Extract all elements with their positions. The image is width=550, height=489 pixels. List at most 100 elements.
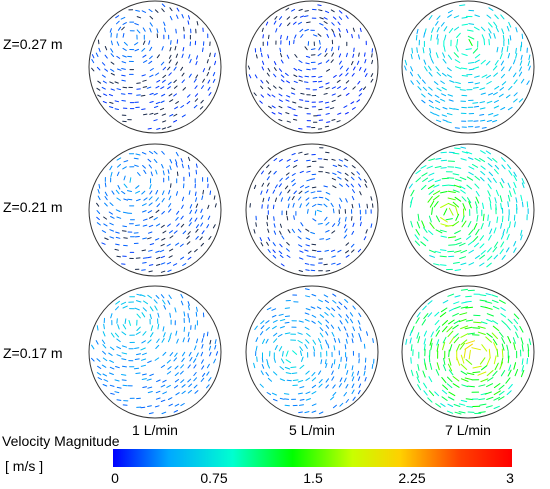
velocity-vector — [155, 209, 160, 213]
velocity-vector — [501, 47, 504, 53]
velocity-vector — [493, 254, 498, 260]
velocity-vector — [163, 332, 166, 338]
velocity-vector — [447, 94, 453, 97]
velocity-vector — [410, 369, 414, 377]
velocity-vector — [101, 364, 107, 368]
domain-boundary-circle — [401, 143, 535, 277]
velocity-vector — [509, 35, 512, 41]
velocity-vector — [458, 403, 466, 406]
velocity-vector — [169, 332, 172, 338]
velocity-vector — [466, 372, 475, 375]
velocity-vector — [285, 359, 291, 364]
velocity-vector — [357, 320, 361, 325]
velocity-vector — [358, 203, 361, 208]
velocity-vector — [480, 59, 486, 65]
velocity-vector — [183, 326, 186, 332]
velocity-vector — [491, 332, 498, 340]
velocity-vector — [143, 218, 148, 221]
velocity-vector — [298, 411, 303, 414]
velocity-vector — [471, 347, 481, 351]
velocity-vector — [155, 295, 160, 299]
velocity-vector — [292, 202, 295, 208]
velocity-vector — [330, 59, 334, 63]
velocity-vector — [486, 319, 493, 323]
velocity-vector — [477, 326, 486, 329]
velocity-vector — [169, 235, 174, 239]
velocity-vector — [494, 362, 499, 371]
velocity-vector — [102, 331, 106, 337]
velocity-vector — [318, 379, 323, 384]
velocity-vector — [488, 220, 491, 227]
velocity-vector — [339, 73, 343, 77]
velocity-vector — [108, 94, 113, 97]
velocity-vector — [351, 34, 353, 39]
velocity-vector — [149, 184, 152, 190]
velocity-vector — [174, 352, 178, 357]
velocity-vector — [310, 306, 316, 309]
velocity-vector — [134, 347, 140, 349]
velocity-vector — [273, 158, 278, 162]
velocity-vector — [207, 215, 211, 220]
velocity-vector — [102, 350, 106, 355]
velocity-vector — [513, 362, 517, 370]
velocity-vector — [193, 364, 197, 369]
velocity-vector — [455, 213, 460, 221]
velocity-vector — [284, 307, 290, 309]
velocity-vector — [327, 343, 330, 349]
velocity-vector — [265, 371, 269, 377]
velocity-vector — [332, 391, 337, 396]
velocity-vector — [285, 176, 290, 180]
velocity-vector — [215, 351, 219, 356]
velocity-vector — [278, 93, 283, 97]
velocity-vector — [304, 29, 309, 32]
velocity-vector — [520, 234, 523, 241]
velocity-vector — [429, 249, 436, 254]
velocity-vector — [311, 186, 317, 189]
velocity-vector — [156, 127, 161, 130]
velocity-vector — [305, 202, 310, 207]
velocity-vector — [485, 301, 493, 304]
velocity-vector — [128, 320, 131, 326]
velocity-vector — [325, 306, 331, 311]
velocity-vector — [467, 241, 474, 246]
velocity-vector — [452, 221, 460, 227]
velocity-vector — [459, 185, 466, 190]
velocity-vector — [358, 93, 362, 97]
velocity-vector — [101, 339, 106, 344]
velocity-vector — [173, 230, 178, 234]
velocity-vector — [489, 228, 493, 235]
velocity-vector — [102, 357, 108, 362]
velocity-vector — [267, 67, 271, 72]
velocity-vector — [188, 351, 192, 357]
velocity-vector — [475, 228, 480, 236]
velocity-vector — [157, 312, 160, 318]
velocity-vector — [97, 80, 102, 84]
velocity-vector — [155, 85, 160, 89]
velocity-vector — [456, 32, 461, 38]
velocity-vector — [444, 34, 447, 41]
velocity-vector — [416, 47, 418, 53]
velocity-vector — [256, 356, 258, 362]
velocity-vector — [187, 301, 190, 306]
velocity-vector — [122, 324, 127, 330]
velocity-vector — [479, 357, 486, 365]
velocity-vector — [480, 170, 486, 176]
velocity-vector — [206, 371, 210, 376]
velocity-vector — [97, 365, 102, 369]
velocity-vector — [460, 146, 467, 149]
velocity-vector — [430, 34, 433, 41]
velocity-vector — [454, 269, 462, 271]
velocity-vector — [266, 176, 270, 181]
velocity-vector — [149, 92, 154, 95]
velocity-vector — [188, 15, 191, 20]
velocity-vector — [447, 396, 455, 401]
velocity-vector — [486, 100, 493, 104]
velocity-vector — [506, 45, 509, 52]
velocity-vector — [212, 78, 216, 83]
velocity-vector — [447, 363, 453, 372]
velocity-vector — [110, 48, 114, 53]
velocity-vector — [284, 321, 290, 324]
velocity-vector — [161, 211, 165, 215]
velocity-vector — [442, 52, 446, 58]
velocity-vector — [291, 372, 298, 374]
